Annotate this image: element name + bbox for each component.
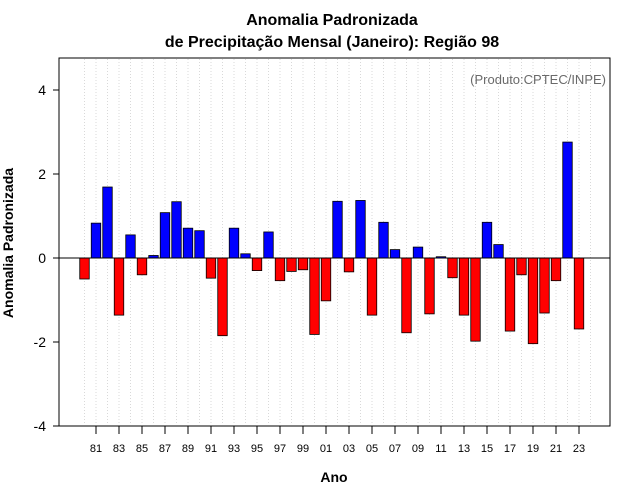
x-tick-label: 91	[205, 443, 217, 455]
x-tick-label: 11	[435, 443, 446, 455]
bar-1994	[240, 253, 251, 259]
x-tick-label: 03	[343, 443, 355, 455]
bar-2023	[573, 257, 585, 330]
bar-1995	[251, 257, 263, 272]
x-tick-label: 93	[228, 443, 240, 455]
bar-2019	[527, 257, 539, 345]
x-tick-label: 15	[481, 443, 493, 455]
bar-1987	[159, 212, 171, 259]
bar-2010	[424, 257, 435, 315]
bar-2008	[401, 257, 412, 334]
x-tick-label: 19	[527, 443, 539, 455]
bar-2006	[378, 221, 389, 259]
bar-2009	[412, 246, 424, 259]
x-tick-label: 09	[412, 443, 424, 455]
bar-1982	[102, 186, 113, 259]
bar-2012	[447, 257, 458, 279]
bar-2020	[539, 257, 550, 314]
bar-2013	[458, 257, 470, 316]
bar-2022	[562, 141, 573, 259]
bar-2002	[332, 200, 343, 259]
bar-1997	[274, 257, 286, 282]
x-tick-label: 07	[389, 443, 401, 455]
bar-1990	[194, 230, 205, 259]
x-tick-label: 95	[251, 443, 263, 455]
x-axis: 81 83 85 87 89 91 93 95 97 99 01 03 05 07 09 11 13 15 17 19…	[90, 426, 585, 455]
y-tick-label: -2	[34, 334, 47, 350]
x-tick-label: 23	[573, 443, 585, 455]
x-axis-label: Ano	[320, 469, 347, 485]
bar-1996	[263, 231, 274, 259]
x-tick-label: 13	[458, 443, 470, 455]
bar-2001	[320, 257, 332, 302]
y-axis-label: Anomalia Padronizada	[0, 168, 16, 318]
bar-2005	[366, 257, 378, 316]
bars	[79, 141, 585, 345]
bar-1985	[136, 257, 148, 276]
bar-2007	[389, 249, 401, 259]
bar-2017	[504, 257, 516, 332]
bar-1989	[182, 227, 194, 259]
chart-title-line1: Anomalia Padronizada	[246, 12, 418, 29]
bar-1984	[125, 234, 136, 259]
x-tick-label: 97	[274, 443, 286, 455]
y-axis: -4 -2 0 2 4	[34, 82, 59, 434]
x-tick-label: 05	[366, 443, 378, 455]
bar-2015	[481, 221, 493, 259]
x-tick-label: 01	[320, 443, 332, 455]
bar-1991	[205, 257, 217, 279]
x-tick-label: 85	[136, 443, 148, 455]
y-tick-label: 0	[38, 250, 46, 266]
bar-2018	[516, 257, 527, 276]
x-tick-label: 99	[297, 443, 309, 455]
y-tick-label: 2	[38, 166, 46, 182]
x-tick-label: 83	[113, 443, 125, 455]
y-tick-label: 4	[38, 82, 46, 98]
chart-title-line2: de Precipitação Mensal (Janeiro): Região…	[165, 34, 499, 51]
x-tick-label: 89	[182, 443, 194, 455]
x-tick-label: 87	[159, 443, 171, 455]
bar-1980	[79, 257, 90, 280]
bar-1998	[286, 257, 297, 272]
bar-2000	[309, 257, 320, 335]
x-tick-label: 81	[90, 443, 102, 455]
bar-2016	[493, 244, 504, 259]
product-annotation: (Produto:CPTEC/INPE)	[470, 72, 606, 87]
x-tick-label: 21	[550, 443, 562, 455]
bar-2004	[355, 200, 366, 259]
plot-frame	[58, 57, 611, 427]
bar-1999	[297, 257, 309, 271]
bar-2014	[470, 257, 481, 342]
y-tick-label: -4	[34, 418, 47, 434]
bar-1981	[90, 222, 102, 259]
bar-2003	[343, 257, 355, 273]
bar-1992	[217, 257, 228, 337]
bar-1983	[113, 257, 125, 316]
bar-1993	[228, 227, 240, 259]
bar-2021	[550, 257, 562, 282]
bar-1988	[171, 201, 182, 259]
x-tick-label: 17	[504, 443, 516, 455]
